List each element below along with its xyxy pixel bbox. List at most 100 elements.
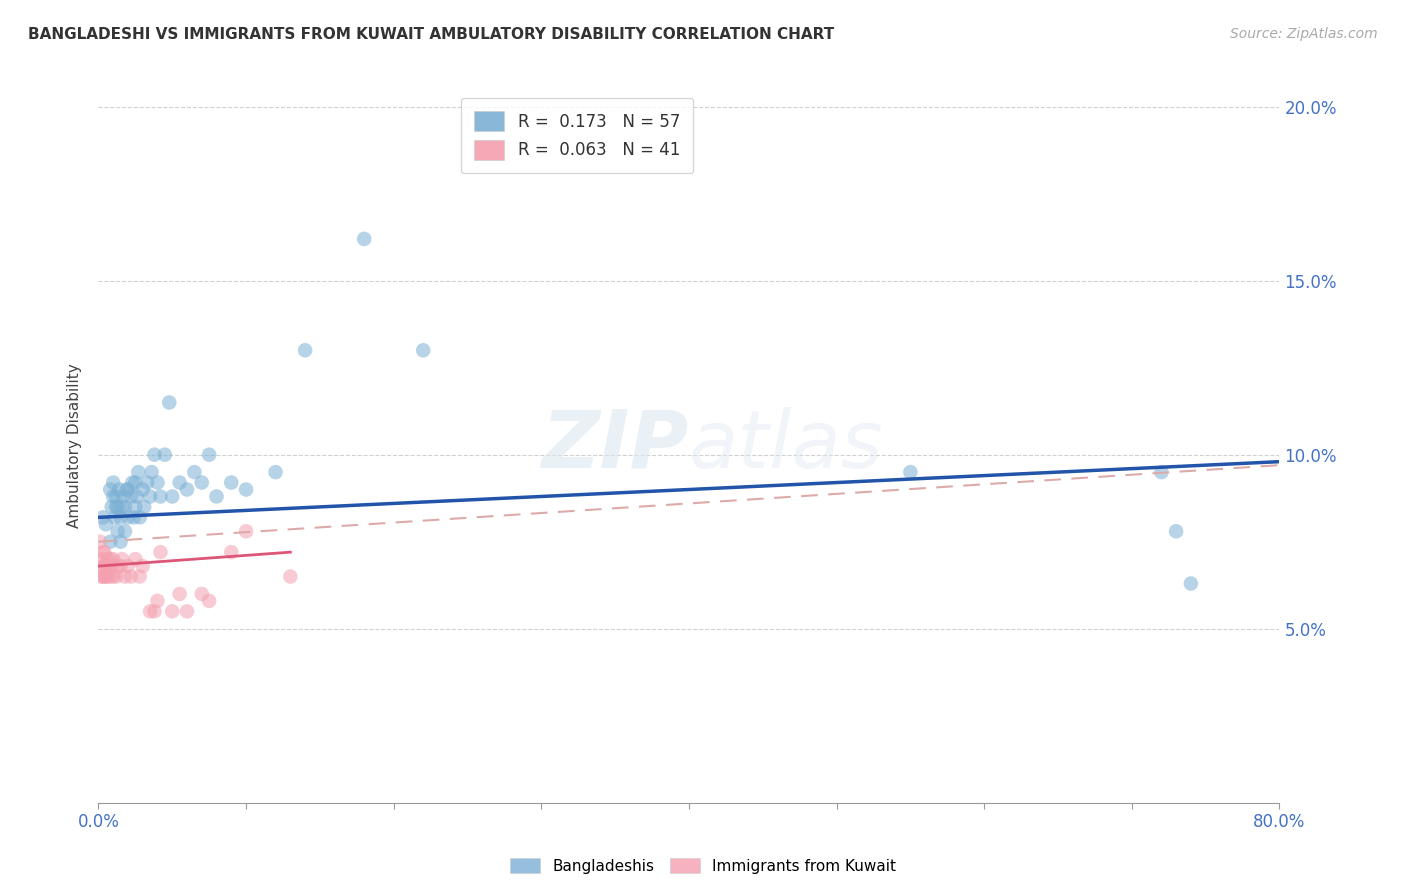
Point (114, 524, 136, 539)
Point (176, 483, 198, 497)
Point (143, 448, 166, 462)
Point (103, 475, 125, 490)
Point (294, 343, 316, 358)
Point (103, 569, 125, 583)
Point (117, 510, 139, 524)
Point (191, 475, 214, 490)
Point (132, 559, 155, 574)
Point (141, 465, 163, 479)
Point (103, 552, 125, 566)
Text: atlas: atlas (689, 407, 884, 485)
Point (205, 490, 228, 504)
Point (124, 552, 146, 566)
Legend: R =  0.173   N = 57, R =  0.063   N = 41: R = 0.173 N = 57, R = 0.063 N = 41 (461, 97, 693, 173)
Point (139, 604, 162, 618)
Point (93, 559, 115, 574)
Point (90, 569, 112, 583)
Point (98, 483, 121, 497)
Point (98, 552, 121, 566)
Point (93, 569, 115, 583)
Point (94, 517, 117, 532)
Point (103, 490, 125, 504)
Point (124, 500, 146, 514)
Point (110, 559, 132, 574)
Point (122, 510, 145, 524)
Point (100, 500, 122, 514)
Point (153, 448, 176, 462)
Point (169, 475, 191, 490)
Point (108, 483, 131, 497)
Point (105, 500, 128, 514)
Point (97, 559, 120, 574)
Point (191, 587, 214, 601)
Point (96, 569, 118, 583)
Text: ZIP: ZIP (541, 407, 689, 485)
Legend: Bangladeshis, Immigrants from Kuwait: Bangladeshis, Immigrants from Kuwait (503, 852, 903, 880)
Point (125, 490, 148, 504)
Point (198, 448, 221, 462)
Point (176, 604, 198, 618)
Point (219, 475, 242, 490)
Point (157, 395, 180, 409)
Point (143, 604, 166, 618)
Point (91, 545, 114, 559)
Point (89, 534, 111, 549)
Point (146, 594, 169, 608)
Point (120, 490, 142, 504)
Point (94, 569, 117, 583)
Point (146, 475, 169, 490)
Point (353, 232, 375, 246)
Point (93, 545, 115, 559)
Point (132, 483, 155, 497)
Point (169, 587, 191, 601)
Point (104, 510, 127, 524)
Point (1164, 524, 1187, 539)
Point (235, 524, 257, 539)
Point (115, 483, 138, 497)
Point (149, 490, 172, 504)
Point (100, 559, 122, 574)
Point (112, 490, 135, 504)
Point (127, 465, 149, 479)
Point (105, 569, 128, 583)
Point (1180, 576, 1202, 591)
Point (149, 545, 172, 559)
Point (264, 465, 287, 479)
Point (107, 559, 129, 574)
Point (107, 524, 129, 539)
Point (128, 569, 150, 583)
Point (134, 500, 156, 514)
Point (124, 475, 146, 490)
Point (91, 569, 114, 583)
Point (105, 490, 128, 504)
Point (219, 545, 242, 559)
Point (111, 552, 134, 566)
Point (91, 510, 114, 524)
Point (111, 500, 134, 514)
Point (136, 475, 159, 490)
Point (117, 483, 139, 497)
Point (94, 559, 117, 574)
Y-axis label: Ambulatory Disability: Ambulatory Disability (67, 364, 83, 528)
Point (128, 510, 150, 524)
Point (278, 569, 302, 583)
Point (98, 534, 121, 549)
Point (107, 500, 129, 514)
Point (412, 343, 434, 358)
Point (96, 552, 118, 566)
Point (183, 465, 205, 479)
Point (1150, 465, 1173, 479)
Point (91, 559, 114, 574)
Point (121, 475, 143, 490)
Point (139, 490, 162, 504)
Point (98, 569, 121, 583)
Point (198, 594, 221, 608)
Point (162, 604, 183, 618)
Point (90, 552, 112, 566)
Text: Source: ZipAtlas.com: Source: ZipAtlas.com (1230, 27, 1378, 41)
Point (114, 569, 136, 583)
Point (117, 559, 139, 574)
Point (235, 483, 257, 497)
Point (120, 569, 142, 583)
Point (900, 465, 922, 479)
